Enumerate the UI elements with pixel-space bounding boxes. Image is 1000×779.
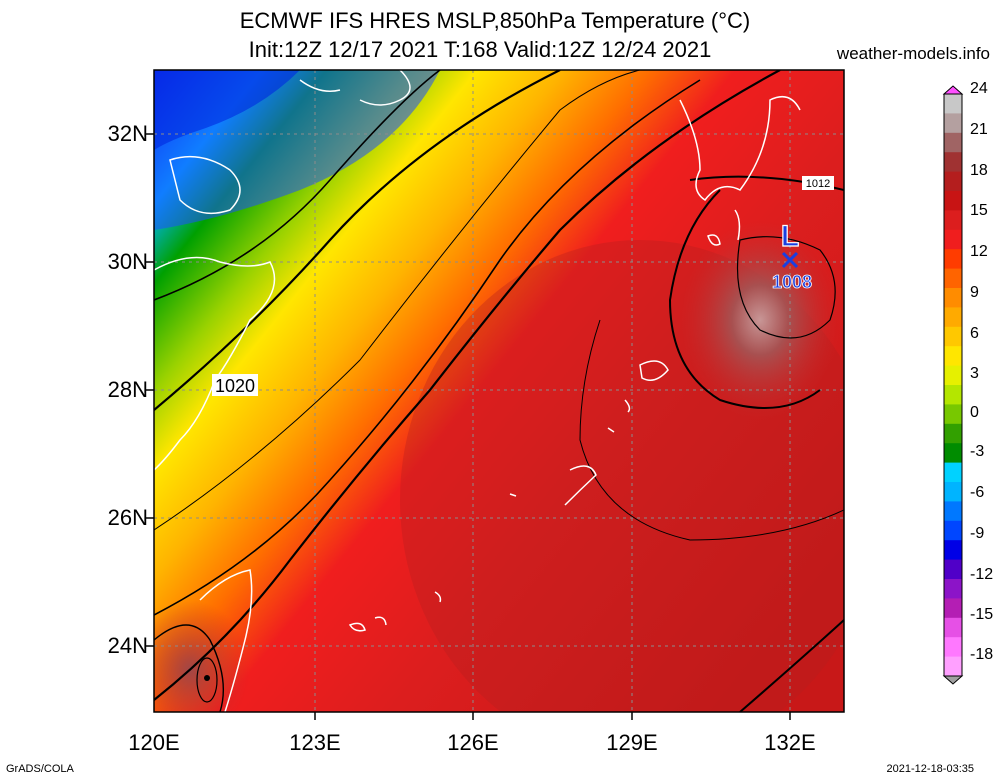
contour-label-1012: 1012 [806,178,830,190]
colorbar-swatch [944,482,962,502]
low-pressure-value: 1008 [772,272,812,292]
colorbar-label: 6 [970,325,979,342]
temperature-colorbar [942,85,964,685]
colorbar-swatch [944,462,962,483]
colorbar-label: -3 [970,443,985,460]
colorbar-bottom-arrow-icon [942,675,964,685]
colorbar-label: -12 [970,566,994,583]
colorbar-label: 24 [970,80,988,97]
colorbar-swatch [944,540,962,561]
coastlines [154,70,801,712]
lat-label: 24N [107,633,148,658]
lat-label: 30N [107,249,148,274]
lon-label: 123E [289,730,341,755]
contour-label-1020: 1020 [215,376,255,396]
colorbar-swatch [944,637,962,658]
colorbar-swatch [944,132,962,153]
footer-software: GrADS/COLA [6,763,74,775]
colorbar-label: 9 [970,284,979,301]
colorbar-swatch [944,443,962,464]
colorbar-label: 21 [970,121,988,138]
low-center-cross-icon [781,251,799,269]
colorbar-swatch [944,268,962,289]
lon-label: 120E [128,730,180,755]
colorbar-label: 18 [970,162,988,179]
lon-label: 126E [447,730,499,755]
colorbar-swatch [944,113,962,134]
low-warm-core [680,220,840,420]
colorbar-label: 15 [970,202,988,219]
colorbar-swatch [944,559,962,580]
colorbar-label: -6 [970,484,985,501]
contour-label-1012-box [802,176,834,190]
colorbar-swatch [944,423,962,444]
colorbar-swatch [944,598,962,619]
colorbar-label: 12 [970,243,988,260]
colorbar-swatch [944,404,962,425]
colorbar-swatch [944,249,962,270]
colorbar-swatch [944,171,962,192]
colorbar-label: 0 [970,404,979,421]
lon-label: 129E [606,730,658,755]
colorbar-swatch [944,501,962,522]
isobars [154,70,844,712]
contour-label-1020-box [212,374,258,396]
colorbar-swatch [944,579,962,599]
colorbar-top-arrow-icon [942,85,964,95]
colorbar-swatch [944,365,962,386]
colorbar-swatch [944,346,962,367]
colorbar-swatch [944,326,962,347]
lat-label: 32N [107,121,148,146]
colorbar-label: -9 [970,525,985,542]
colorbar-swatch [944,617,962,638]
colorbar-frame [943,93,963,677]
colorbar-label: -18 [970,646,994,663]
colorbar-label: 3 [970,365,979,382]
map-subtitle: Init:12Z 12/17 2021 T:168 Valid:12Z 12/2… [248,37,712,62]
lat-label: 26N [107,505,148,530]
colorbar-swatch [944,307,962,328]
site-credit: weather-models.info [836,44,990,63]
footer-timestamp: 2021-12-18-03:35 [886,763,974,775]
lon-label: 132E [764,730,816,755]
colorbar-swatch [944,210,962,231]
colorbar-swatch [944,191,962,211]
colorbar-swatch [944,656,962,677]
colorbar-swatch [944,520,962,541]
plot-frame [153,69,845,713]
colorbar-swatch [944,229,962,250]
colorbar-swatch [944,288,962,308]
colorbar-label: -15 [970,606,994,623]
map-title: ECMWF IFS HRES MSLP,850hPa Temperature (… [239,8,751,33]
low-symbol: L [781,220,799,253]
taiwan-low-dot [204,675,210,681]
colorbar-swatch [944,152,962,173]
colorbar-swatch [944,385,962,405]
colorbar-swatch [944,94,962,114]
lat-label: 28N [107,377,148,402]
